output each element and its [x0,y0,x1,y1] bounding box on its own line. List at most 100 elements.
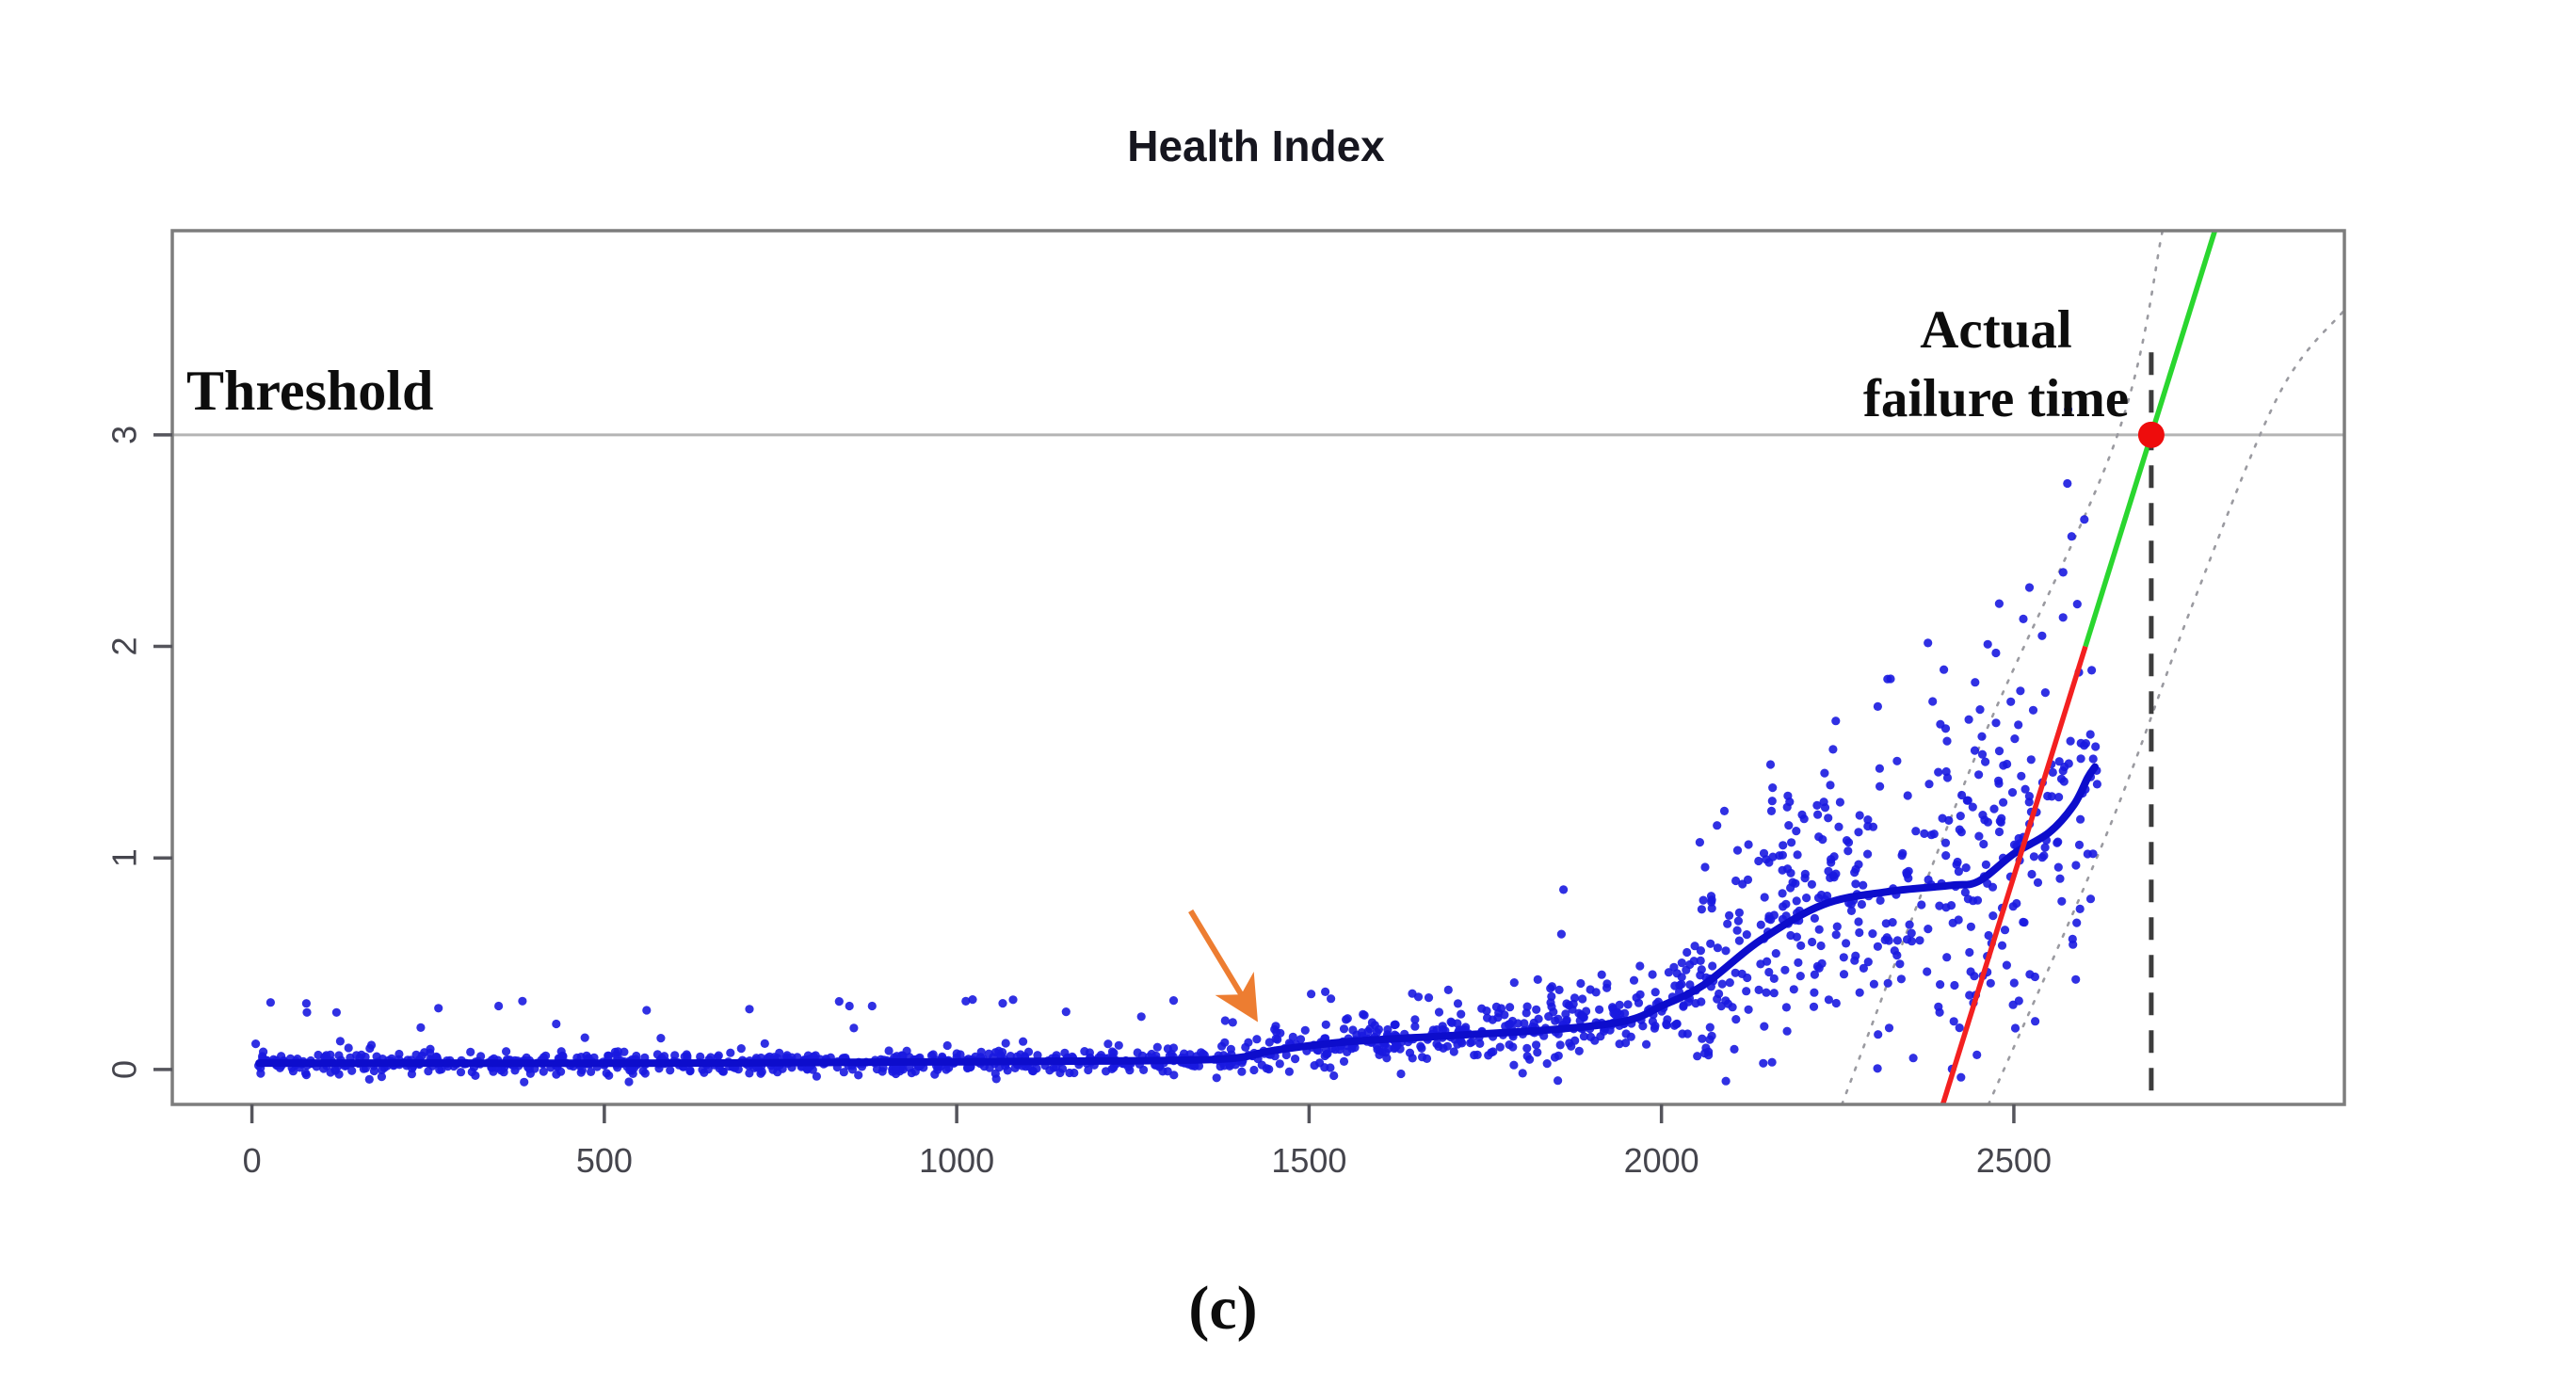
data-point [314,1050,323,1060]
data-point [2016,686,2025,696]
data-point [2019,917,2028,927]
data-point [1781,1003,1791,1012]
data-point [1923,967,1932,976]
data-point [1786,868,1795,878]
actual-failure-time-label: Actual failure time [1863,296,2129,433]
data-point [1785,797,1795,807]
data-point [1742,987,1751,996]
data-point [2014,996,2023,1006]
data-point [1835,797,1844,807]
data-point [1055,1068,1065,1078]
y-tick-label: 3 [105,426,144,444]
data-point [1662,1021,1671,1030]
data-point [1001,1039,1010,1048]
data-point [1915,936,1924,945]
data-point [1765,760,1776,769]
confidence-band-left [1840,229,2165,1106]
data-point [1813,894,1824,903]
data-point [1779,902,1788,911]
data-point [1855,988,1864,997]
data-point [1721,1076,1731,1086]
data-point [1442,1041,1452,1051]
data-point [1762,988,1771,997]
data-point [300,1069,311,1078]
data-point [1696,946,1705,956]
data-point [1700,862,1710,872]
data-point [1775,851,1784,861]
data-point [1972,1050,1982,1059]
data-point [1237,1067,1247,1076]
data-point [1873,701,1882,712]
data-point [2007,788,2018,797]
data-point [1744,840,1753,849]
data-point [1597,970,1606,979]
data-point [1832,922,1842,931]
data-point [1579,1013,1588,1023]
data-point [1482,1007,1491,1016]
data-point [1876,781,1885,791]
data-point [1792,827,1801,836]
data-point-outlier [302,1007,312,1017]
data-point [1509,978,1519,988]
data-point [1857,899,1866,910]
data-point [1742,930,1751,940]
data-point [956,1050,965,1059]
data-point [335,1037,345,1046]
data-point [928,1050,938,1059]
data-point [2006,697,2016,706]
data-point [1579,1032,1588,1041]
data-point [1957,790,1967,800]
data-point [1453,1039,1462,1049]
data-point [1391,1020,1400,1029]
data-point [1019,1037,1028,1046]
data-point [1590,1036,1600,1045]
data-point [1725,910,1734,921]
data-point [1855,811,1864,820]
data-point [998,999,1007,1008]
data-point [1542,1059,1552,1069]
x-tick-label: 2000 [1624,1141,1699,1180]
data-point [2088,754,2098,764]
data-point [1859,880,1868,890]
data-point [1977,732,1987,741]
data-point [1697,905,1706,914]
data-point [1578,994,1587,1004]
data-point [1997,813,2006,823]
data-point [1602,983,1612,992]
data-point-outlier [1971,678,1980,687]
data-point [1970,972,1979,981]
data-point [1869,979,1878,989]
data-point [2040,688,2050,698]
data-point [1793,850,1802,860]
data-point [2012,898,2021,909]
data-point [1696,956,1705,965]
data-point [2076,754,2085,764]
data-point [1705,1023,1715,1032]
data-point [407,1070,416,1079]
data-point [2055,874,2065,883]
data-point [1635,990,1645,999]
data-point [471,1071,480,1080]
data-point [1262,1064,1271,1073]
data-point [1626,1032,1635,1041]
data-point [1834,822,1843,831]
data-point [1241,1042,1250,1052]
data-point [1635,961,1645,971]
data-point [456,1068,466,1077]
data-point [1827,858,1836,867]
data-point [1693,1052,1702,1061]
data-point [1854,860,1863,869]
data-point [1873,942,1882,951]
data-point [1981,860,1990,870]
data-point [1300,1025,1310,1035]
data-point [1809,1002,1819,1011]
data-point [1831,930,1841,940]
data-point [424,1067,433,1076]
data-point [1339,1024,1349,1034]
data-point [552,1019,561,1029]
data-point [1764,914,1774,924]
data-point [1357,1028,1366,1038]
data-point [2031,1017,2040,1026]
